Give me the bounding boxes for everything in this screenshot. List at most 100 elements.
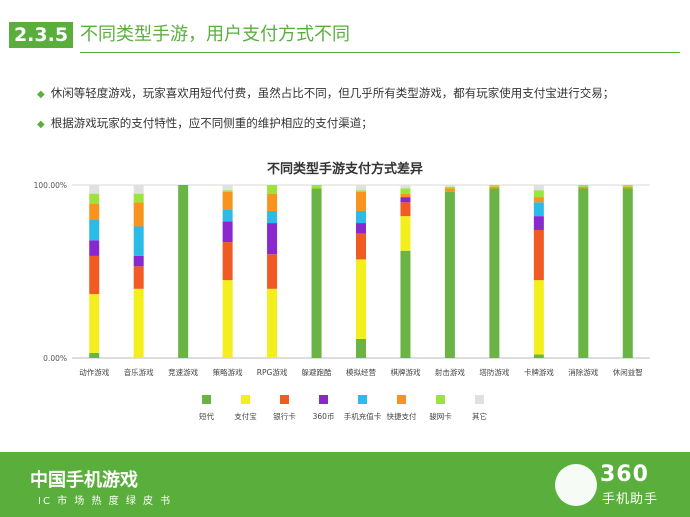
legend-swatch	[202, 395, 211, 404]
x-tick-label: 休闲益智	[613, 367, 643, 377]
bar-segment	[89, 293, 100, 353]
bar-segment	[533, 354, 544, 358]
bar-segment	[356, 191, 366, 211]
logo-text: 360	[600, 462, 649, 487]
bar-segment	[356, 223, 366, 234]
chart-title: 不同类型手游支付方式差异	[266, 162, 423, 177]
bar-segment	[267, 185, 278, 194]
bar-segment	[133, 255, 144, 267]
bar-segment	[400, 216, 411, 251]
bar-segment	[533, 197, 544, 203]
bullet-dot-icon: ◆	[37, 119, 45, 130]
y-tick-label: 0.00%	[43, 354, 67, 363]
section-number: 2.3.5	[9, 22, 73, 48]
bar-segment	[622, 186, 633, 189]
x-tick-label: 策略游戏	[213, 367, 243, 377]
bar-segment	[267, 210, 278, 224]
footer-subtitle: IC 市 场 热 度 绿 皮 书	[38, 496, 173, 507]
legend-label: 360币	[313, 412, 335, 421]
bar-segment	[267, 193, 278, 211]
legend-label: 支付宝	[234, 411, 257, 421]
bar-segment	[444, 185, 455, 187]
bar-segment	[356, 185, 366, 191]
bar-segment	[578, 185, 589, 187]
bullet-dot-icon: ◆	[37, 89, 45, 100]
bar-segment	[222, 221, 233, 243]
bar-segment	[400, 193, 411, 198]
bar-segment	[311, 185, 322, 189]
bar-segment	[533, 280, 544, 355]
header-divider	[80, 52, 680, 53]
x-tick-label: 消除游戏	[568, 367, 598, 377]
bullet-text: 根据游戏玩家的支付特性，应不同侧重的维护相应的支付渠道；	[50, 116, 373, 130]
bar-segment	[356, 338, 366, 358]
bar-segment	[622, 188, 633, 358]
legend-label: 短代	[199, 411, 214, 421]
legend-label: 骏网卡	[429, 411, 452, 421]
bar-segment	[400, 202, 411, 217]
legend-swatch	[475, 395, 484, 404]
bar-segment	[89, 204, 100, 220]
bar-segment	[222, 191, 233, 210]
bar-segment	[89, 255, 100, 294]
bar-segment	[533, 190, 544, 198]
bar-segment	[222, 242, 233, 281]
legend-swatch	[436, 395, 445, 404]
bar-segment	[222, 280, 233, 358]
bar-segment	[400, 197, 411, 203]
x-tick-label: 竞速游戏	[168, 367, 198, 377]
bar-segment	[400, 185, 411, 189]
bar-segment	[267, 288, 278, 358]
bar-segment	[533, 216, 544, 230]
legend-label: 快捷支付	[387, 411, 417, 421]
bar-segment	[222, 209, 233, 222]
bar-segment	[356, 210, 366, 224]
logo-subtitle: 手机助手	[602, 492, 659, 507]
page-title: 不同类型手游，用户支付方式不同	[80, 24, 350, 45]
stacked-bar-chart: 0.00% 100.00% 动作游戏 音乐游戏 竞速游戏 策略游戏 RPG游戏 躲避跑酷 模拟经…	[34, 181, 650, 421]
x-tick-label: RPG游戏	[257, 367, 288, 377]
bar-segment	[89, 219, 100, 241]
x-tick-label: 棋牌游戏	[390, 367, 420, 377]
bar-segment	[267, 223, 278, 255]
y-tick-label: 100.00%	[34, 181, 67, 190]
bar-segment	[400, 188, 411, 194]
bar-segment	[444, 186, 455, 189]
bar-segment	[356, 259, 366, 339]
bar-segment	[89, 185, 100, 194]
x-tick-label: 塔防游戏	[479, 367, 509, 377]
bar-segment	[444, 188, 455, 192]
bar-segment	[622, 185, 633, 187]
bar-segment	[533, 185, 544, 191]
bar-segment	[489, 185, 500, 187]
legend-swatch	[280, 395, 289, 404]
bullet-text: 休闲等轻度游戏，玩家喜欢用短代付费，虽然占比不同，但几乎所有类型游戏，都有玩家使…	[50, 86, 615, 100]
legend-label: 其它	[472, 411, 487, 421]
bar-segment	[533, 229, 544, 281]
bar-segment	[222, 185, 233, 191]
bar-segment	[133, 266, 144, 289]
footer-bar: 中国手机游戏 IC 市 场 热 度 绿 皮 书 360 手机助手	[0, 452, 690, 517]
bar-segment	[178, 185, 189, 358]
legend-swatch	[319, 395, 328, 404]
bar-segment	[533, 202, 544, 217]
bar-segment	[133, 202, 144, 227]
bar-segment	[489, 188, 500, 358]
bar-segment	[444, 191, 455, 358]
bar-segment	[578, 188, 589, 358]
bullet-2: ◆ 根据游戏玩家的支付特性，应不同侧重的维护相应的支付渠道；	[37, 115, 373, 131]
bar-segment	[578, 186, 589, 189]
x-tick-label: 躲避跑酷	[302, 367, 332, 377]
bar-segment	[133, 185, 144, 194]
x-tick-label: 动作游戏	[79, 367, 109, 377]
legend-swatch	[358, 395, 367, 404]
bar-segment	[89, 352, 100, 358]
bar-segment	[489, 186, 500, 189]
legend-label: 手机充值卡	[344, 411, 382, 421]
x-tick-label: 模拟经营	[346, 367, 376, 377]
bar-segment	[222, 190, 233, 192]
footer-title: 中国手机游戏	[30, 470, 138, 491]
bar-segment	[133, 193, 144, 203]
bar-segment	[267, 254, 278, 289]
bar-segment	[133, 226, 144, 256]
